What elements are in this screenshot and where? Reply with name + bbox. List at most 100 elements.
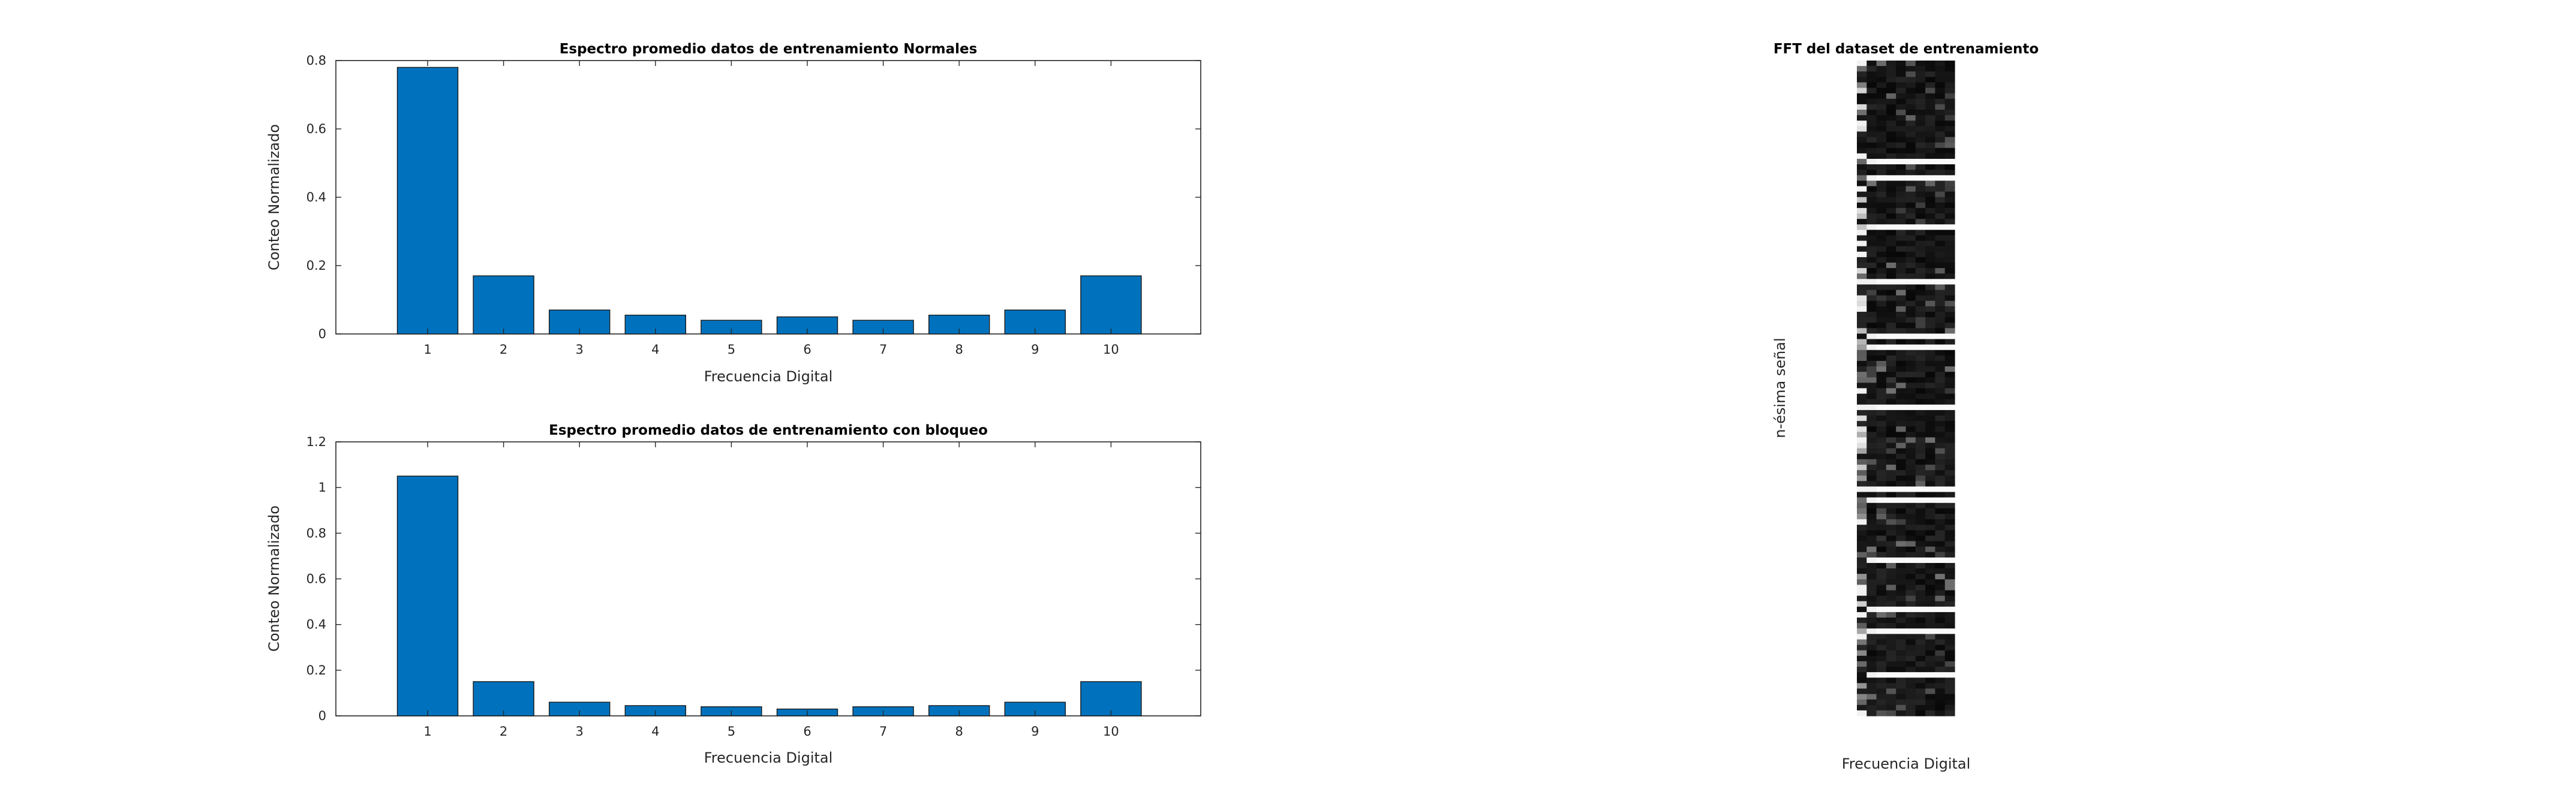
heatmap-cell: [1935, 131, 1946, 138]
heatmap-cell: [1857, 147, 1867, 154]
heatmap-cell: [1925, 251, 1935, 258]
plot-area: [335, 60, 1201, 335]
heatmap-cell: [1915, 639, 1926, 646]
heatmap-cell: [1857, 650, 1867, 657]
heatmap-cell: [1866, 639, 1877, 646]
heatmap-cell: [1935, 525, 1946, 531]
heatmap-cell: [1896, 535, 1907, 542]
heatmap-cell: [1866, 158, 1877, 165]
heatmap-cell: [1915, 448, 1926, 454]
heatmap-cell: [1886, 655, 1896, 662]
heatmap-cell: [1935, 568, 1946, 574]
heatmap-cell: [1866, 224, 1877, 230]
heatmap-cell: [1886, 197, 1896, 203]
heatmap-cell: [1866, 388, 1877, 395]
heatmap-cell: [1876, 366, 1887, 372]
heatmap-cell: [1935, 61, 1946, 67]
heatmap-cell: [1896, 601, 1907, 607]
bar: [396, 67, 459, 335]
heatmap-cell: [1857, 109, 1867, 116]
heatmap-cell: [1905, 661, 1916, 667]
x-tick-label: 2: [500, 724, 507, 739]
heatmap-cell: [1915, 574, 1926, 580]
heatmap-cell: [1935, 126, 1946, 133]
heatmap-cell: [1935, 180, 1946, 187]
heatmap-cell: [1915, 153, 1926, 159]
heatmap-cell: [1866, 350, 1877, 356]
heatmap-cell: [1896, 404, 1907, 411]
heatmap-cell: [1944, 142, 1955, 149]
heatmap-cell: [1935, 213, 1946, 219]
heatmap-cell: [1886, 388, 1896, 395]
heatmap-cell: [1935, 606, 1946, 613]
heatmap-cell: [1896, 180, 1907, 187]
heatmap-cell: [1876, 618, 1887, 624]
heatmap-cell: [1925, 650, 1935, 657]
heatmap-cell: [1866, 268, 1877, 274]
heatmap-cell: [1876, 574, 1887, 580]
heatmap-cell: [1925, 546, 1935, 553]
heatmap-cell: [1935, 502, 1946, 509]
y-ticks: 0 0.2 0.4 0.6 0.8: [306, 53, 1201, 341]
heatmap-cell: [1876, 355, 1887, 362]
heatmap-cell: [1915, 350, 1926, 356]
heatmap-cell: [1896, 328, 1907, 335]
heatmap-cell: [1896, 219, 1907, 225]
heatmap-cell: [1925, 290, 1935, 296]
heatmap-cell: [1944, 519, 1955, 525]
heatmap-cell: [1925, 153, 1935, 159]
heatmap-cell: [1857, 639, 1867, 646]
heatmap-cell: [1944, 240, 1955, 247]
y-tick-label: 0.4: [306, 618, 326, 632]
heatmap-cell: [1935, 562, 1946, 569]
heatmap-cell: [1905, 683, 1916, 689]
heatmap-cell: [1935, 175, 1946, 181]
heatmap-cell: [1896, 552, 1907, 558]
heatmap-cell: [1866, 399, 1877, 405]
heatmap-cell: [1857, 404, 1867, 411]
heatmap-cell: [1915, 530, 1926, 537]
heatmap-cell: [1925, 404, 1935, 411]
heatmap-cell: [1935, 142, 1946, 149]
heatmap-cell: [1915, 175, 1926, 181]
heatmap-cell: [1886, 257, 1896, 263]
heatmap-cell: [1886, 191, 1896, 198]
heatmap-cell: [1866, 661, 1877, 667]
heatmap-cell: [1876, 147, 1887, 154]
heatmap-cell: [1944, 535, 1955, 542]
heatmap-cell: [1944, 131, 1955, 138]
heatmap-cell: [1905, 574, 1916, 580]
heatmap-cell: [1905, 628, 1916, 634]
heatmap-cell: [1935, 645, 1946, 651]
heatmap-cell: [1886, 639, 1896, 646]
x-tick-label: 5: [728, 724, 735, 739]
heatmap-cell: [1935, 147, 1946, 154]
heatmap-cell: [1905, 121, 1916, 127]
heatmap-cell: [1935, 377, 1946, 383]
heatmap-cell: [1857, 618, 1867, 624]
heatmap-cell: [1915, 465, 1926, 471]
heatmap-cell: [1944, 704, 1955, 711]
heatmap-cell: [1866, 175, 1877, 181]
x-tick-label: 8: [955, 724, 963, 739]
heatmap-cell: [1915, 251, 1926, 258]
heatmap-cell: [1857, 634, 1867, 640]
heatmap-cell: [1915, 88, 1926, 94]
heatmap-cell: [1876, 284, 1887, 291]
heatmap-cell: [1886, 207, 1896, 214]
heatmap-cell: [1896, 492, 1907, 498]
heatmap-cell: [1886, 694, 1896, 700]
x-tick-label: 1: [423, 342, 431, 357]
heatmap-cell: [1896, 170, 1907, 176]
heatmap-cell: [1866, 300, 1877, 307]
heatmap-cell: [1925, 694, 1935, 700]
heatmap-cell: [1935, 421, 1946, 427]
heatmap-cell: [1905, 497, 1916, 504]
heatmap-cell: [1896, 246, 1907, 252]
heatmap-cell: [1886, 618, 1896, 624]
heatmap-cell: [1866, 535, 1877, 542]
heatmap-cell: [1905, 465, 1916, 471]
heatmap-cell: [1857, 93, 1867, 100]
heatmap-cell: [1857, 219, 1867, 225]
heatmap-cell: [1857, 415, 1867, 421]
